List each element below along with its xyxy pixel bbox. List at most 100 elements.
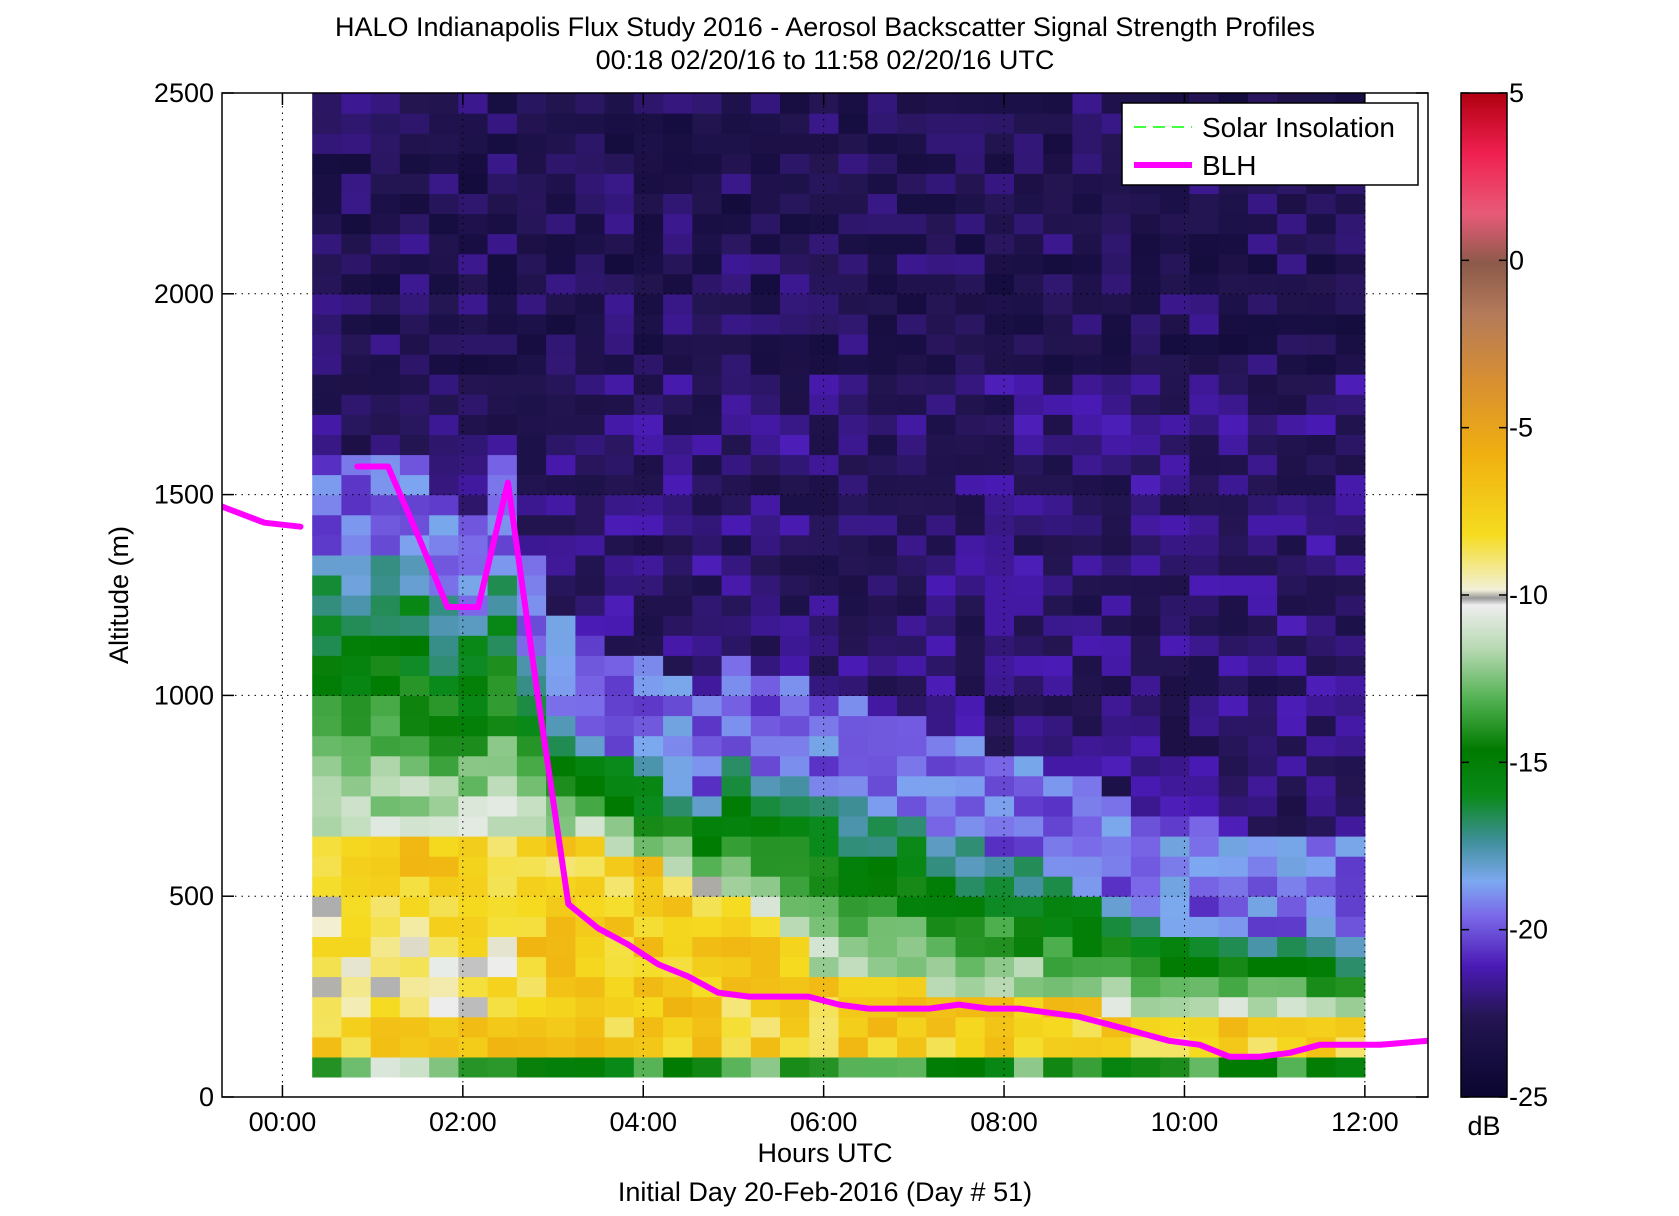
heatmap-cell [1277,775,1307,797]
heatmap-cell [867,976,898,998]
heatmap-cell [897,976,927,998]
heatmap-cell [955,514,986,536]
heatmap-cell [1306,253,1337,275]
heatmap-cell [312,494,342,516]
heatmap-cell [780,93,810,114]
heatmap-cell [312,836,342,857]
heatmap-cell [516,936,547,958]
heatmap-cell [1043,755,1073,777]
heatmap-cell [926,715,957,737]
heatmap-cell [429,474,459,496]
heatmap-cell [750,374,781,395]
heatmap-cell [1072,454,1103,476]
heatmap-cell [780,715,810,737]
heatmap-cell [1160,755,1190,777]
heatmap-cell [780,595,810,616]
heatmap-cell [780,775,810,797]
heatmap-cell [692,675,723,696]
heatmap-cell [809,273,840,295]
heatmap-cell [1306,1016,1337,1038]
heatmap-cell [546,595,576,616]
heatmap-cell [341,574,372,596]
heatmap-cell [1247,896,1278,917]
heatmap-cell [1130,233,1161,255]
heatmap-cell [1189,956,1220,978]
heatmap-cell [458,113,489,134]
heatmap-cell [1306,695,1337,717]
heatmap-cell [1189,916,1220,937]
heatmap-cell [1043,273,1073,295]
heatmap-cell [1218,293,1249,315]
heatmap-cell [1043,976,1073,998]
heatmap-cell [809,534,840,556]
heatmap-cell [780,574,810,596]
heatmap-cell [1130,374,1161,395]
heatmap-cell [312,273,342,295]
heatmap-cell [955,273,986,295]
heatmap-cell [312,675,342,696]
heatmap-cell [370,494,401,516]
heatmap-cell [780,755,810,777]
heatmap-cell [750,494,781,516]
heatmap-cell [780,896,810,917]
heatmap-cell [429,836,459,857]
heatmap-cell [1043,856,1073,877]
heatmap-cell [1043,815,1073,837]
heatmap-cell [604,1016,635,1038]
heatmap-cell [1247,474,1278,496]
heatmap-cell [546,635,576,656]
heatmap-cell [838,815,869,837]
colorbar-tick-label: 5 [1509,78,1524,108]
heatmap-cell [546,93,576,114]
heatmap-cell [838,856,869,877]
heatmap-cell [341,534,372,556]
heatmap-cell [487,795,518,817]
heatmap-cell [750,1036,781,1058]
heatmap-cell [341,996,372,1018]
heatmap-cell [604,695,635,717]
heatmap-cell [721,996,752,1018]
heatmap-cell [1014,876,1044,897]
heatmap-cell [663,434,693,456]
heatmap-cell [1247,936,1278,958]
heatmap-cell [341,1016,372,1038]
heatmap-cell [692,916,723,937]
heatmap-cell [721,354,752,375]
heatmap-cell [633,233,664,255]
heatmap-cell [1189,996,1220,1018]
heatmap-cell [312,474,342,496]
heatmap-cell [1101,354,1132,375]
heatmap-cell [458,615,489,636]
heatmap-cell [370,133,401,154]
heatmap-cell [692,354,723,375]
heatmap-cell [604,414,635,435]
heatmap-cell [984,93,1015,114]
heatmap-cell [1218,775,1249,797]
heatmap-cell [780,293,810,315]
heatmap-cell [633,655,664,676]
heatmap-cell [721,273,752,295]
heatmap-cell [312,1056,342,1078]
heatmap-cell [487,936,518,958]
heatmap-cell [1160,414,1190,435]
heatmap-cell [809,293,840,315]
heatmap-cell [1160,655,1190,676]
heatmap-cell [955,454,986,476]
heatmap-cell [750,334,781,355]
heatmap-cell [516,554,547,576]
heatmap-cell [1130,1056,1161,1078]
heatmap-cell [575,836,606,857]
heatmap-cell [399,595,430,616]
heatmap-cell [750,775,781,797]
heatmap-cell [663,916,693,937]
heatmap-cell [370,233,401,255]
heatmap-cell [1189,374,1220,395]
heatmap-cell [984,655,1015,676]
heatmap-cell [1160,494,1190,516]
heatmap-cell [955,93,986,114]
grid [222,92,1428,1098]
heatmap-cell [575,133,606,154]
heatmap-cell [1072,514,1103,536]
heatmap-cell [429,554,459,576]
heatmap-cell [1101,675,1132,696]
